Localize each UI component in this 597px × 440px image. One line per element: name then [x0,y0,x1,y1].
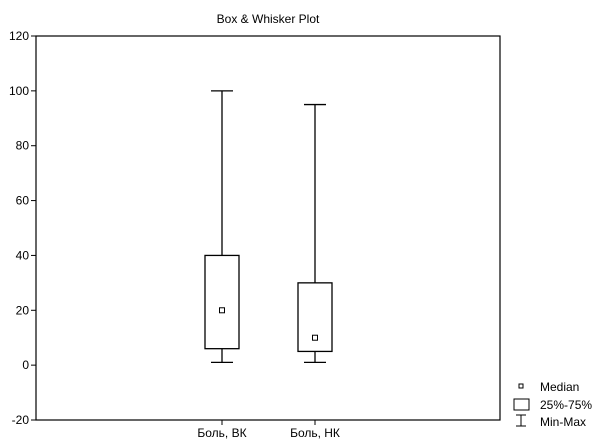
y-tick-label: 80 [16,139,30,153]
legend-median-label: Median [540,380,579,394]
y-tick-label: 60 [16,194,30,208]
legend-whisker-icon [516,414,526,427]
legend-box-label: 25%-75% [540,398,592,412]
y-axis: -20 0 20 40 60 80 100 120 [9,29,36,427]
x-tick-label: Боль, НК [290,426,340,440]
box-1 [204,90,240,364]
median-marker [219,307,225,314]
box-2 [297,103,333,364]
y-tick-label: 40 [16,248,30,262]
y-tick-label: 0 [22,358,29,372]
x-axis: Боль, ВК Боль, НК [197,420,340,440]
boxes-group [204,90,333,364]
plot-frame [35,35,501,421]
chart-title: Box & Whisker Plot [217,12,320,26]
iqr-box [297,282,333,353]
legend-whisker-label: Min-Max [540,415,586,429]
y-tick-label: -20 [12,413,30,427]
y-tick-label: 20 [16,303,30,317]
median-marker [312,334,318,341]
legend-median-icon [518,383,524,389]
legend-box-icon [513,398,530,411]
iqr-box [204,254,240,350]
y-tick-label: 100 [9,84,29,98]
x-tick-label: Боль, ВК [197,426,246,440]
legend: Median 25%-75% Min-Max [513,380,592,429]
y-tick-label: 120 [9,29,29,43]
